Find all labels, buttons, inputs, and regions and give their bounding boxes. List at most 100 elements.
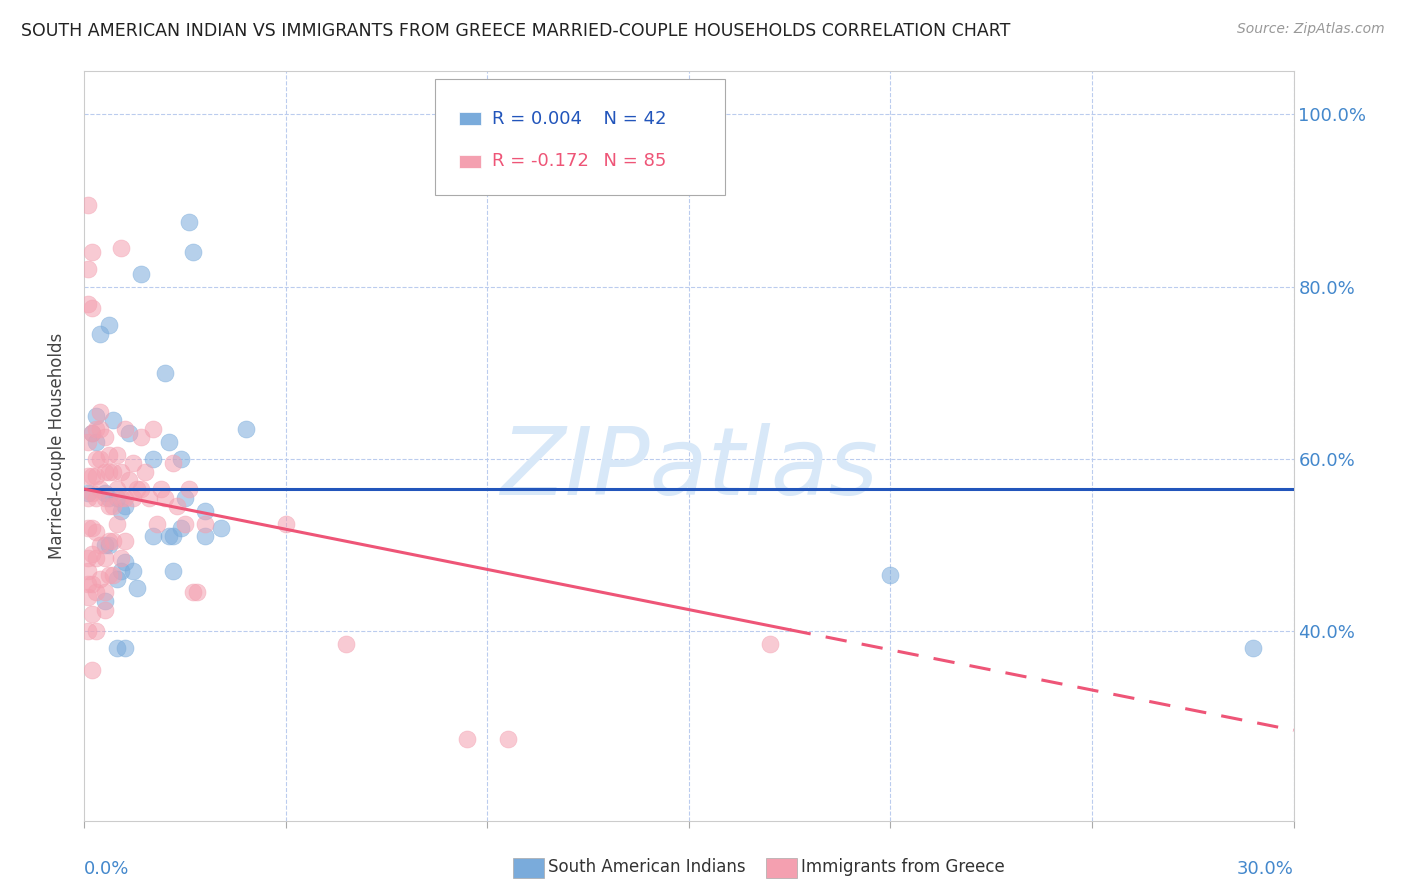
Point	[97, 568, 120, 582]
Point	[114, 422, 136, 436]
Point	[170, 521, 193, 535]
Point	[274, 516, 297, 531]
Point	[82, 521, 104, 535]
Point	[101, 568, 124, 582]
Point	[157, 434, 180, 449]
Point	[149, 482, 172, 496]
Point	[101, 465, 124, 479]
Text: ZIPatlas: ZIPatlas	[501, 423, 877, 514]
Text: SOUTH AMERICAN INDIAN VS IMMIGRANTS FROM GREECE MARRIED-COUPLE HOUSEHOLDS CORREL: SOUTH AMERICAN INDIAN VS IMMIGRANTS FROM…	[21, 22, 1011, 40]
Text: N = 85: N = 85	[592, 153, 666, 170]
Point	[97, 465, 120, 479]
Point	[97, 538, 120, 552]
Point	[235, 422, 257, 436]
Text: R = -0.172: R = -0.172	[492, 153, 589, 170]
Point	[77, 198, 100, 212]
Point	[82, 301, 104, 316]
Point	[118, 474, 141, 488]
Point	[93, 465, 115, 479]
Point	[93, 491, 115, 505]
Point	[114, 491, 136, 505]
Point	[194, 529, 217, 543]
Point	[110, 551, 132, 566]
Point	[82, 469, 104, 483]
FancyBboxPatch shape	[460, 112, 481, 125]
Point	[101, 533, 124, 548]
Point	[110, 465, 132, 479]
Point	[93, 594, 115, 608]
Point	[93, 430, 115, 444]
Point	[162, 529, 184, 543]
Point	[174, 491, 197, 505]
Point	[86, 585, 108, 599]
Point	[110, 491, 132, 505]
Point	[879, 568, 901, 582]
Point	[77, 590, 100, 604]
Point	[118, 426, 141, 441]
Point	[89, 573, 111, 587]
Point	[114, 500, 136, 514]
Text: 0.0%: 0.0%	[84, 860, 129, 878]
Point	[77, 624, 100, 639]
Point	[77, 576, 100, 591]
Point	[86, 434, 108, 449]
Point	[142, 529, 165, 543]
Point	[97, 318, 120, 333]
Point	[162, 564, 184, 578]
Point	[77, 521, 100, 535]
Point	[166, 500, 188, 514]
FancyBboxPatch shape	[434, 78, 725, 195]
Point	[129, 430, 152, 444]
Point	[82, 426, 104, 441]
Y-axis label: Married-couple Households: Married-couple Households	[48, 333, 66, 559]
Point	[86, 409, 108, 423]
Point	[77, 551, 100, 566]
Point	[496, 731, 519, 746]
Point	[86, 491, 108, 505]
Point	[77, 486, 100, 500]
Point	[114, 555, 136, 569]
Text: Source: ZipAtlas.com: Source: ZipAtlas.com	[1237, 22, 1385, 37]
Point	[89, 326, 111, 341]
Point	[153, 491, 176, 505]
Point	[179, 215, 201, 229]
Point	[186, 585, 208, 599]
Point	[77, 434, 100, 449]
Point	[174, 516, 197, 531]
Point	[157, 529, 180, 543]
Point	[97, 533, 120, 548]
Point	[86, 525, 108, 540]
Point	[456, 731, 478, 746]
Point	[181, 245, 204, 260]
Point	[125, 482, 148, 496]
Point	[114, 533, 136, 548]
Text: R = 0.004: R = 0.004	[492, 110, 582, 128]
Point	[86, 469, 108, 483]
Point	[77, 297, 100, 311]
Point	[209, 521, 232, 535]
Point	[1241, 641, 1264, 656]
Point	[82, 426, 104, 441]
Point	[105, 641, 128, 656]
Point	[170, 451, 193, 466]
Point	[82, 663, 104, 677]
Point	[77, 564, 100, 578]
Point	[86, 551, 108, 566]
Point	[97, 500, 120, 514]
Point	[82, 547, 104, 561]
Point	[121, 564, 143, 578]
Point	[86, 624, 108, 639]
Point	[146, 516, 169, 531]
Point	[97, 491, 120, 505]
Point	[86, 422, 108, 436]
Point	[758, 637, 780, 651]
Point	[82, 245, 104, 260]
Point	[93, 551, 115, 566]
Point	[93, 538, 115, 552]
Point	[129, 482, 152, 496]
Point	[105, 448, 128, 462]
Point	[125, 581, 148, 595]
Text: N = 42: N = 42	[592, 110, 666, 128]
Point	[101, 500, 124, 514]
Point	[89, 482, 111, 496]
